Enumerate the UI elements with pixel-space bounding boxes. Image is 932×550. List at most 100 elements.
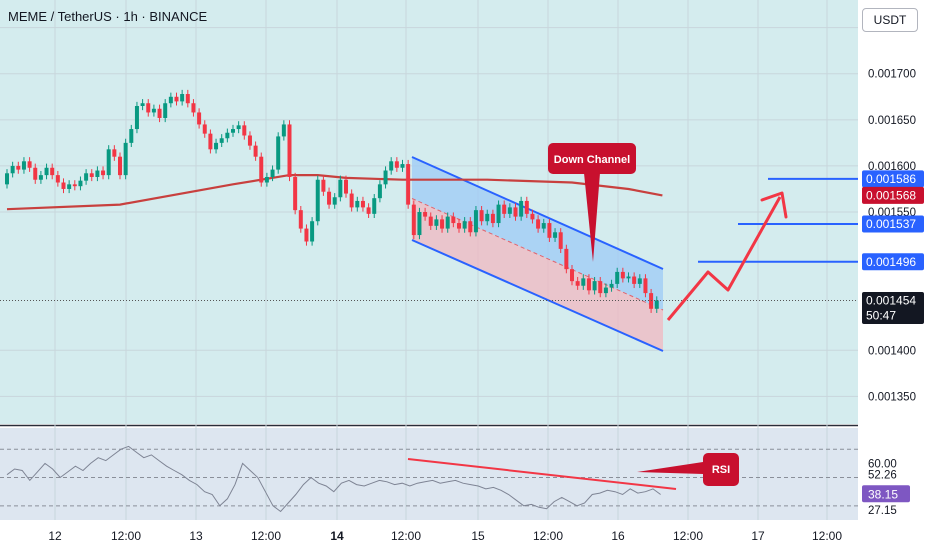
candle-body	[541, 223, 546, 229]
candle-body	[338, 179, 343, 198]
candle-body	[197, 112, 202, 125]
candle-body	[502, 204, 507, 214]
candle-body	[134, 106, 139, 130]
projection-path	[666, 196, 782, 321]
x-tick-label: 12:00	[533, 529, 563, 543]
candle-body	[247, 135, 252, 146]
candle-body	[428, 216, 433, 226]
candle-body	[603, 287, 608, 294]
candle-body	[479, 210, 484, 222]
candle-body	[259, 156, 264, 183]
candle-body	[389, 161, 394, 171]
candle-body	[400, 164, 405, 168]
candle-body	[507, 207, 512, 214]
candle-body	[524, 200, 529, 214]
candle-body	[101, 170, 106, 176]
candle-body	[242, 125, 247, 136]
candle-body	[298, 210, 303, 229]
candle-body	[349, 193, 354, 208]
candle-body	[89, 173, 94, 177]
candle-body	[287, 124, 292, 177]
candle-body	[570, 269, 574, 282]
candle-body	[129, 129, 134, 143]
candle-body	[112, 149, 117, 157]
candle-body	[564, 248, 569, 270]
rsi-tick-label: 52.26	[868, 469, 897, 481]
candle-body	[620, 271, 625, 279]
candle-body	[191, 103, 196, 113]
candle-body	[411, 204, 416, 236]
rsi-trendline	[407, 458, 677, 490]
candle-body	[55, 175, 60, 183]
candle-body	[423, 212, 428, 217]
candle-body	[366, 207, 371, 214]
candle-body	[276, 136, 281, 170]
rsi-callout	[703, 453, 739, 486]
candle-body	[553, 232, 558, 238]
currency-selector[interactable]: USDT	[862, 8, 918, 32]
y-tick-label: 0.001700	[868, 69, 916, 81]
y-tick-label: 0.001350	[868, 391, 916, 403]
candle-body	[406, 164, 411, 205]
candle-body	[44, 167, 49, 176]
candle-body	[440, 219, 445, 229]
x-tick-label: 14	[330, 529, 344, 543]
channel-lower-fill	[412, 198, 663, 351]
candle-body	[609, 283, 614, 288]
candle-body	[496, 204, 501, 224]
candle-body	[140, 103, 145, 106]
y-tick-label: 0.001400	[868, 345, 916, 357]
rsi-value-text: 38.15	[868, 487, 898, 501]
price-label-box	[862, 291, 924, 324]
x-tick-label: 17	[751, 529, 765, 543]
candle-body	[377, 184, 382, 199]
candle-body	[10, 165, 15, 174]
x-tick-label: 12:00	[251, 529, 281, 543]
price-label-box	[862, 253, 924, 271]
candle-body	[485, 213, 490, 222]
candle-body	[643, 278, 648, 294]
candle-body	[185, 94, 190, 104]
channel-lower-line	[411, 239, 664, 352]
candle-body	[84, 173, 89, 181]
candle-body	[293, 176, 298, 211]
candle-body	[118, 156, 122, 176]
candle-body	[157, 108, 162, 118]
candle-body	[327, 191, 332, 205]
candle-body	[270, 169, 275, 177]
down-channel-label: Down Channel	[554, 154, 630, 166]
candle-body	[21, 161, 26, 170]
down-channel-pointer	[584, 173, 600, 262]
candle-body	[61, 182, 66, 189]
candle-body	[106, 149, 111, 176]
candle-body	[417, 212, 422, 236]
price-label-text: 0.001568	[866, 188, 916, 202]
candle-body	[180, 94, 185, 102]
candle-body	[67, 184, 72, 189]
candle-body	[434, 219, 439, 226]
price-label-text: 0.001454	[866, 293, 916, 307]
candle-body	[513, 207, 518, 217]
candle-body	[310, 221, 315, 242]
candle-body	[626, 276, 631, 279]
candle-body	[78, 180, 83, 187]
rsi-tick-label: 60.00	[868, 458, 897, 470]
y-tick-label: 0.001600	[868, 161, 916, 173]
candle-body	[530, 213, 535, 220]
price-label-box	[862, 186, 924, 204]
candle-body	[632, 276, 637, 284]
countdown-text: 50:47	[866, 308, 896, 322]
rsi-callout-label: RSI	[712, 464, 730, 476]
candle-body	[264, 176, 269, 183]
candle-body	[586, 278, 591, 291]
channel-upper-fill	[412, 157, 663, 310]
candle-body	[457, 223, 461, 229]
candle-body	[315, 179, 320, 222]
candle-body	[168, 96, 173, 104]
candle-body	[231, 129, 235, 133]
candle-body	[355, 200, 360, 208]
x-tick-label: 12	[48, 529, 62, 543]
candle-body	[468, 221, 473, 233]
x-tick-label: 12:00	[812, 529, 842, 543]
